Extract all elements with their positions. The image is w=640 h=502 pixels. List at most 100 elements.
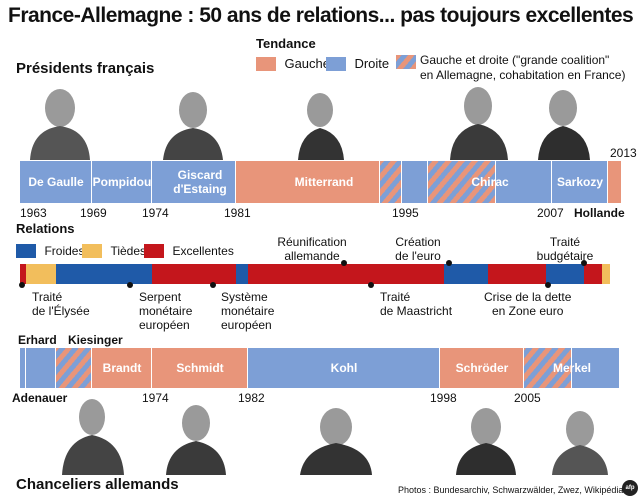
label-erhard: Erhard bbox=[18, 333, 57, 347]
legend-excellentes-swatch bbox=[144, 243, 164, 258]
rel-2008-froid bbox=[546, 264, 584, 284]
label-mitterrand: Mitterrand bbox=[294, 175, 354, 189]
seg-hollande bbox=[608, 161, 622, 203]
year-2007: 2007 bbox=[537, 206, 564, 220]
rel-1981-froid bbox=[236, 264, 248, 284]
chancellor-year-1982: 1982 bbox=[238, 391, 265, 405]
schmidt-photo bbox=[166, 405, 226, 475]
merkel-photo bbox=[552, 411, 608, 475]
chancellor-year-1998: 1998 bbox=[430, 391, 457, 405]
label-pompidou: Pompidou bbox=[92, 175, 152, 189]
chancellor-year-1974: 1974 bbox=[142, 391, 169, 405]
de-gaulle-photo bbox=[30, 89, 90, 160]
year-1995: 1995 bbox=[392, 206, 419, 220]
president-portraits bbox=[30, 87, 590, 160]
event-crise: Crise de la dette en Zone euro bbox=[484, 290, 572, 318]
label-merkel: Merkel bbox=[552, 361, 592, 375]
marker-euro bbox=[446, 260, 452, 266]
label-kohl: Kohl bbox=[330, 361, 358, 375]
marker-serpent bbox=[127, 282, 133, 288]
chirac-photo bbox=[450, 87, 508, 160]
relations-timeline bbox=[20, 264, 610, 284]
seg-schmidt bbox=[152, 348, 248, 388]
seg-mitterrand-1 bbox=[236, 161, 380, 203]
rel-1974-exc bbox=[152, 264, 236, 284]
afp-logo: afp bbox=[622, 480, 638, 496]
event-serpent: Serpent monétaire européen bbox=[139, 290, 193, 332]
seg-chirac-cohab bbox=[428, 161, 496, 203]
marker-maastricht bbox=[368, 282, 374, 288]
seg-sarkozy bbox=[552, 161, 608, 203]
seg-adenauer bbox=[20, 348, 26, 388]
giscard-photo bbox=[163, 92, 223, 160]
adenauer-photo bbox=[62, 399, 124, 475]
seg-merkel-2 bbox=[572, 348, 620, 388]
legend-left: Gauche bbox=[256, 55, 330, 73]
chancellors-heading: Chanceliers allemands bbox=[16, 476, 179, 493]
seg-kiesinger bbox=[56, 348, 92, 388]
year-2013: 2013 bbox=[610, 146, 637, 160]
legend-tiedes-label: Tièdes bbox=[110, 243, 147, 258]
legend-right: Droite bbox=[326, 55, 389, 73]
label-brandt: Brandt bbox=[102, 361, 142, 375]
event-elysee: Traité de l'Élysée bbox=[32, 290, 90, 318]
rel-2003-exc bbox=[488, 264, 546, 284]
seg-chirac-2 bbox=[496, 161, 552, 203]
label-adenauer: Adenauer bbox=[12, 391, 68, 405]
seg-de-gaulle bbox=[20, 161, 92, 203]
seg-brandt bbox=[92, 348, 152, 388]
label-giscard: Giscard d'Estaing bbox=[173, 168, 227, 196]
legend-excellentes: Excellentes bbox=[144, 242, 234, 260]
year-1981: 1981 bbox=[224, 206, 251, 220]
legend-froides-swatch bbox=[16, 243, 36, 258]
label-chirac: Chirac bbox=[471, 175, 509, 189]
presidents-heading: Présidents français bbox=[16, 60, 155, 77]
marker-elysee bbox=[19, 282, 25, 288]
year-1963: 1963 bbox=[20, 206, 47, 220]
marker-reunification bbox=[341, 260, 347, 266]
event-maastricht: Traité de Maastricht bbox=[380, 290, 453, 318]
label-sarkozy: Sarkozy bbox=[556, 175, 604, 189]
seg-merkel-1 bbox=[524, 348, 572, 388]
chancellors-timeline: Brandt Schmidt Kohl Schröder Merkel bbox=[20, 348, 622, 388]
label-de-gaulle: De Gaulle bbox=[28, 175, 84, 189]
seg-erhard bbox=[26, 348, 56, 388]
legend-excellentes-label: Excellentes bbox=[172, 243, 234, 258]
page-title: France-Allemagne : 50 ans de relations..… bbox=[8, 4, 634, 27]
marker-sme bbox=[210, 282, 216, 288]
legend-both-swatch bbox=[396, 55, 416, 69]
relations-heading: Relations bbox=[16, 221, 75, 236]
year-1974: 1974 bbox=[142, 206, 169, 220]
rel-2011-exc bbox=[584, 264, 602, 284]
legend-both bbox=[396, 55, 416, 73]
legend-right-swatch bbox=[326, 56, 346, 71]
label-hollande: Hollande bbox=[574, 206, 625, 220]
mitterrand-photo bbox=[298, 93, 344, 160]
seg-schroder bbox=[440, 348, 524, 388]
legend-tiedes-swatch bbox=[82, 243, 102, 258]
rel-1963-exc bbox=[20, 264, 26, 284]
seg-giscard bbox=[152, 161, 236, 203]
seg-chirac-1 bbox=[402, 161, 428, 203]
legend-right-label: Droite bbox=[354, 56, 390, 72]
rel-1982-exc bbox=[248, 264, 444, 284]
rel-1963-tiede bbox=[26, 264, 56, 284]
schroder-photo bbox=[456, 408, 516, 475]
event-budget: Traité budgétaire bbox=[536, 235, 594, 263]
photo-credits: Photos : Bundesarchiv, Schwarzwälder, Zw… bbox=[398, 485, 624, 495]
rel-2013-tiede bbox=[602, 264, 610, 284]
legend-tiedes: Tièdes bbox=[82, 242, 146, 260]
seg-pompidou bbox=[92, 161, 152, 203]
kohl-photo bbox=[300, 408, 372, 475]
seg-mitterrand-cohab bbox=[380, 161, 402, 203]
trend-legend-heading: Tendance bbox=[256, 36, 316, 51]
rel-1999-froid bbox=[444, 264, 488, 284]
label-kiesinger: Kiesinger bbox=[68, 333, 123, 347]
seg-kohl bbox=[248, 348, 440, 388]
rel-1965-froid bbox=[56, 264, 152, 284]
presidents-timeline: De Gaulle Pompidou Giscard d'Estaing Mit… bbox=[20, 161, 622, 203]
year-1969: 1969 bbox=[80, 206, 107, 220]
legend-left-swatch bbox=[256, 56, 276, 71]
event-euro: Création de l'euro bbox=[395, 235, 441, 263]
legend-froides: Froides bbox=[16, 242, 84, 260]
